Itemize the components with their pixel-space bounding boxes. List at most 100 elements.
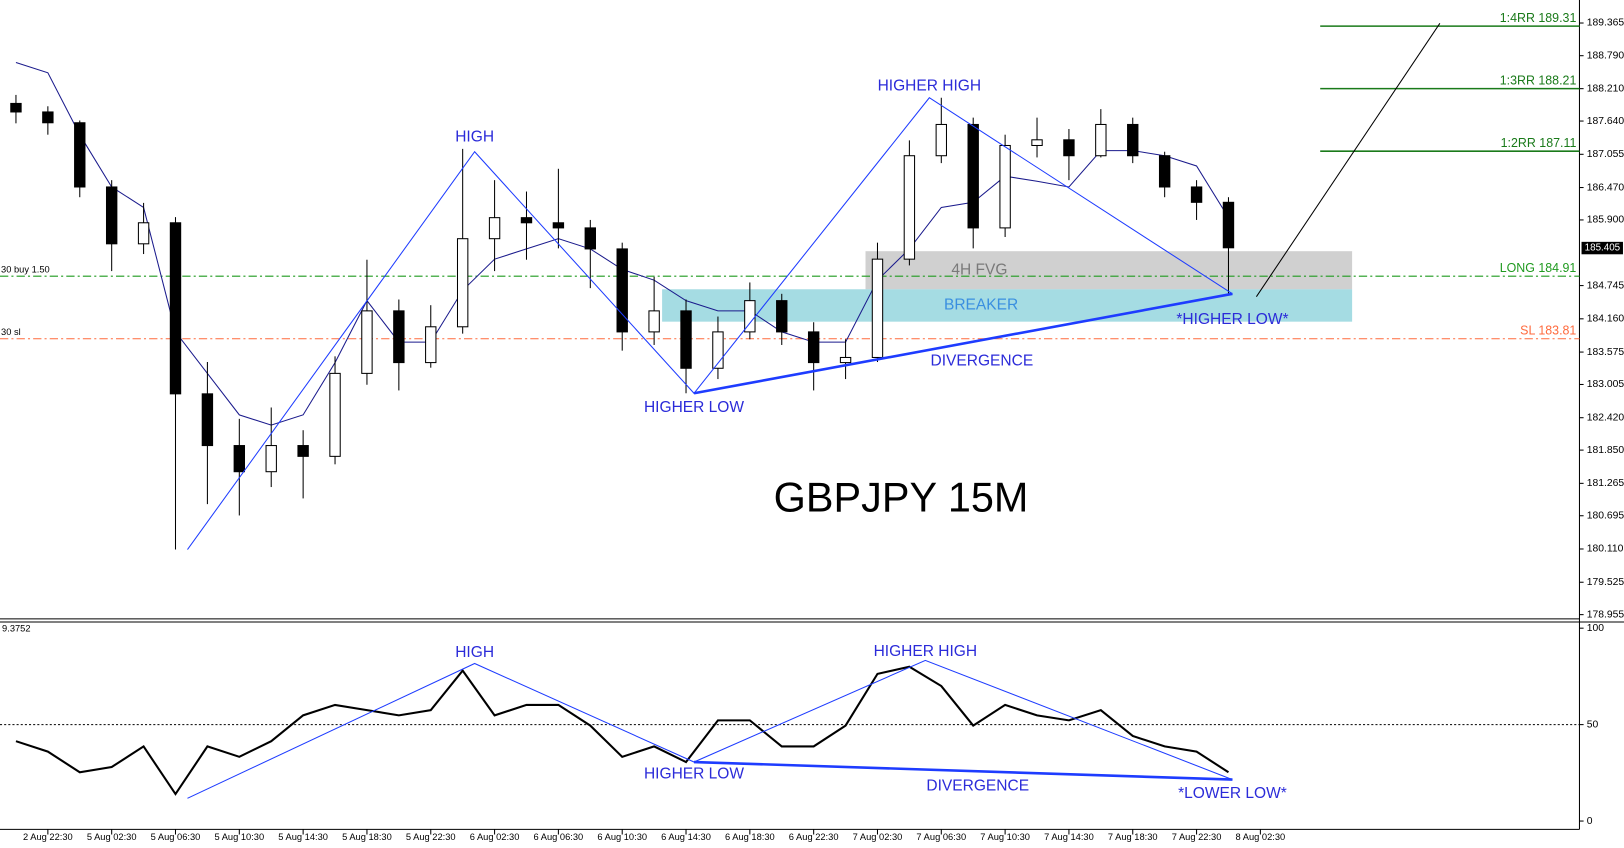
y-tick-label: 189.365 [1587, 18, 1624, 29]
y-tick-label: 187.640 [1587, 116, 1624, 127]
candle-body [137, 222, 150, 245]
x-tick-label: 5 Aug 06:30 [151, 832, 201, 842]
candle-body [1063, 139, 1075, 157]
y-tick-label: 184.745 [1587, 280, 1624, 291]
x-tick-label: 6 Aug 10:30 [597, 832, 647, 842]
candle-body [297, 445, 309, 457]
level-label: LONG 184.91 [1500, 261, 1577, 275]
divergence-label: DIVERGENCE [926, 777, 1029, 794]
candle-body [1190, 186, 1203, 203]
x-tick-label: 5 Aug 02:30 [87, 832, 137, 842]
y-tick-label: 180.110 [1587, 544, 1624, 555]
y-tick-label: 181.850 [1587, 445, 1624, 456]
x-tick-label: 5 Aug 18:30 [342, 832, 392, 842]
x-tick-label: 7 Aug 18:30 [1108, 832, 1158, 842]
candle-body [201, 393, 214, 447]
x-tick-label: 5 Aug 10:30 [214, 832, 264, 842]
last-price-box [1581, 241, 1623, 255]
y-tick-label: 185.900 [1587, 215, 1624, 226]
projection-line [1255, 23, 1441, 297]
y-tick-label: 100 [1587, 623, 1605, 634]
divergence-label: DIVERGENCE [931, 352, 1034, 369]
candle-body [265, 445, 277, 473]
y-tick-label: 187.055 [1587, 149, 1624, 160]
candle-body [1095, 123, 1107, 157]
candle-body [616, 248, 628, 333]
x-tick-label: 7 Aug 02:30 [853, 832, 903, 842]
candle-body [329, 372, 341, 457]
candle-body [903, 155, 916, 260]
divergence-line [693, 292, 1233, 395]
x-tick-label: 6 Aug 02:30 [470, 832, 520, 842]
y-tick-label: 182.420 [1587, 412, 1624, 423]
candle-body [74, 122, 86, 188]
level-label: SL 183.81 [1520, 324, 1576, 338]
candle-body [1158, 155, 1171, 188]
candle-body [233, 445, 246, 473]
pattern-label: *HIGHER LOW* [1176, 311, 1288, 328]
candle-body [488, 217, 501, 240]
pattern-label: HIGH [455, 644, 494, 661]
level-label: 1:4RR 189.31 [1500, 11, 1577, 25]
candle-body [871, 258, 884, 358]
indicator-line [15, 665, 1230, 796]
candle-body [935, 123, 947, 157]
candle-body [1222, 201, 1235, 249]
y-tick-label: 50 [1587, 719, 1599, 730]
candle-body [1127, 123, 1139, 157]
candle-body [680, 310, 692, 369]
y-tick-label: 183.005 [1587, 379, 1624, 390]
y-tick-label: 188.210 [1587, 83, 1624, 94]
candle-body [42, 111, 54, 124]
level-label: 1:3RR 188.21 [1500, 74, 1577, 88]
chart-title: GBPJPY 15M [774, 474, 1029, 521]
candle-body [361, 310, 373, 374]
y-tick-label: 178.955 [1587, 609, 1624, 620]
y-tick-label: 186.470 [1587, 182, 1624, 193]
candle-body [105, 186, 118, 245]
pattern-label: HIGHER LOW [644, 766, 744, 783]
candle-body [425, 326, 437, 364]
y-tick-label: 181.265 [1587, 478, 1624, 489]
candle-body [967, 123, 979, 229]
candle-body [807, 331, 820, 364]
x-tick-label: 7 Aug 10:30 [980, 832, 1030, 842]
y-tick-label: 179.525 [1587, 577, 1624, 588]
candle-body [648, 310, 660, 333]
candle-body [169, 222, 182, 395]
candle-body [520, 217, 533, 224]
x-tick-label: 6 Aug 22:30 [789, 832, 839, 842]
pattern-label: *LOWER LOW* [1178, 785, 1287, 802]
candle-body [456, 238, 469, 328]
y-tick-label: 188.790 [1587, 50, 1624, 61]
x-tick-label: 7 Aug 22:30 [1172, 832, 1222, 842]
candle-body [10, 102, 22, 113]
pattern-label: HIGH [455, 128, 494, 145]
candle-body [552, 222, 565, 229]
x-tick-label: 5 Aug 14:30 [278, 832, 328, 842]
level-label: 1:2RR 187.11 [1501, 136, 1577, 150]
divergence-line [693, 760, 1233, 781]
last-price-label: 185.405 [1585, 243, 1621, 254]
zone-label: BREAKER [944, 297, 1018, 314]
zone-label: 4H FVG [951, 261, 1007, 278]
candle-body [776, 300, 788, 333]
y-tick-label: 183.575 [1587, 347, 1624, 358]
candle-body [839, 356, 852, 364]
pattern-label: HIGHER LOW [644, 399, 744, 416]
pattern-label: HIGHER HIGH [878, 77, 981, 94]
y-tick-label: 184.160 [1587, 314, 1624, 325]
x-tick-label: 8 Aug 02:30 [1236, 832, 1286, 842]
x-tick-label: 6 Aug 18:30 [725, 832, 775, 842]
level-tag: 30 sl [1, 327, 21, 337]
x-tick-label: 7 Aug 06:30 [916, 832, 966, 842]
y-tick-label: 0 [1587, 816, 1593, 827]
y-tick-label: 180.695 [1587, 510, 1624, 521]
x-tick-label: 7 Aug 14:30 [1044, 832, 1094, 842]
indicator-label: 9.3752 [2, 624, 30, 634]
x-tick-label: 6 Aug 06:30 [534, 832, 584, 842]
candle-body [712, 331, 724, 369]
pattern-label: HIGHER HIGH [874, 643, 977, 660]
